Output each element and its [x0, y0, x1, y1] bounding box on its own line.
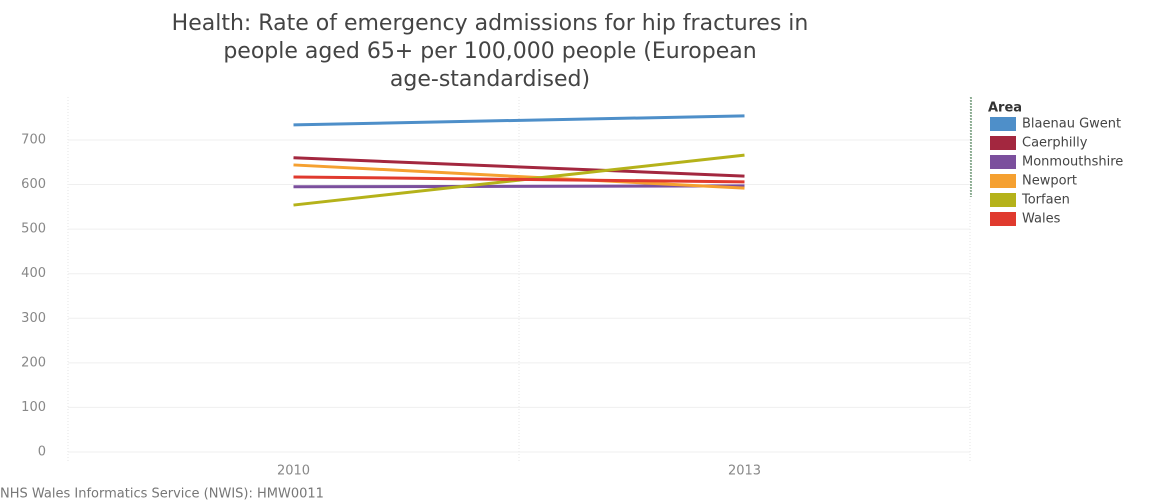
legend-swatch	[990, 155, 1016, 169]
legend-title: Area	[988, 101, 1022, 116]
legend-label: Wales	[1022, 212, 1061, 227]
x-tick-label: 2013	[728, 464, 761, 479]
legend-swatch	[990, 136, 1016, 150]
chart-title: age-standardised)	[390, 67, 590, 92]
chart-title: Health: Rate of emergency admissions for…	[172, 11, 809, 36]
legend-swatch	[990, 193, 1016, 207]
data-line	[293, 175, 745, 184]
legend-label: Blaenau Gwent	[1022, 117, 1121, 132]
data-line	[293, 163, 745, 190]
legend-swatch	[990, 212, 1016, 226]
y-tick-label: 500	[21, 222, 46, 237]
y-tick-label: 600	[21, 177, 46, 192]
legend-swatch	[990, 117, 1016, 131]
source: NHS Wales Informatics Service (NWIS): HM…	[0, 487, 324, 502]
y-tick-label: 200	[21, 355, 46, 370]
legend-swatch	[990, 174, 1016, 188]
chart-title: people aged 65+ per 100,000 people (Euro…	[223, 39, 756, 64]
y-tick-label: 0	[38, 445, 46, 460]
y-tick-label: 100	[21, 400, 46, 415]
data-line	[293, 184, 745, 189]
y-tick-label: 300	[21, 311, 46, 326]
legend-label: Newport	[1022, 174, 1077, 189]
legend-label: Caerphilly	[1022, 136, 1088, 151]
data-line	[293, 156, 745, 178]
data-line	[293, 114, 745, 127]
y-tick-label: 400	[21, 266, 46, 281]
x-tick-label: 2010	[277, 464, 310, 479]
legend-label: Torfaen	[1021, 193, 1070, 208]
y-tick-label: 700	[21, 132, 46, 147]
legend-label: Monmouthshire	[1022, 155, 1123, 170]
